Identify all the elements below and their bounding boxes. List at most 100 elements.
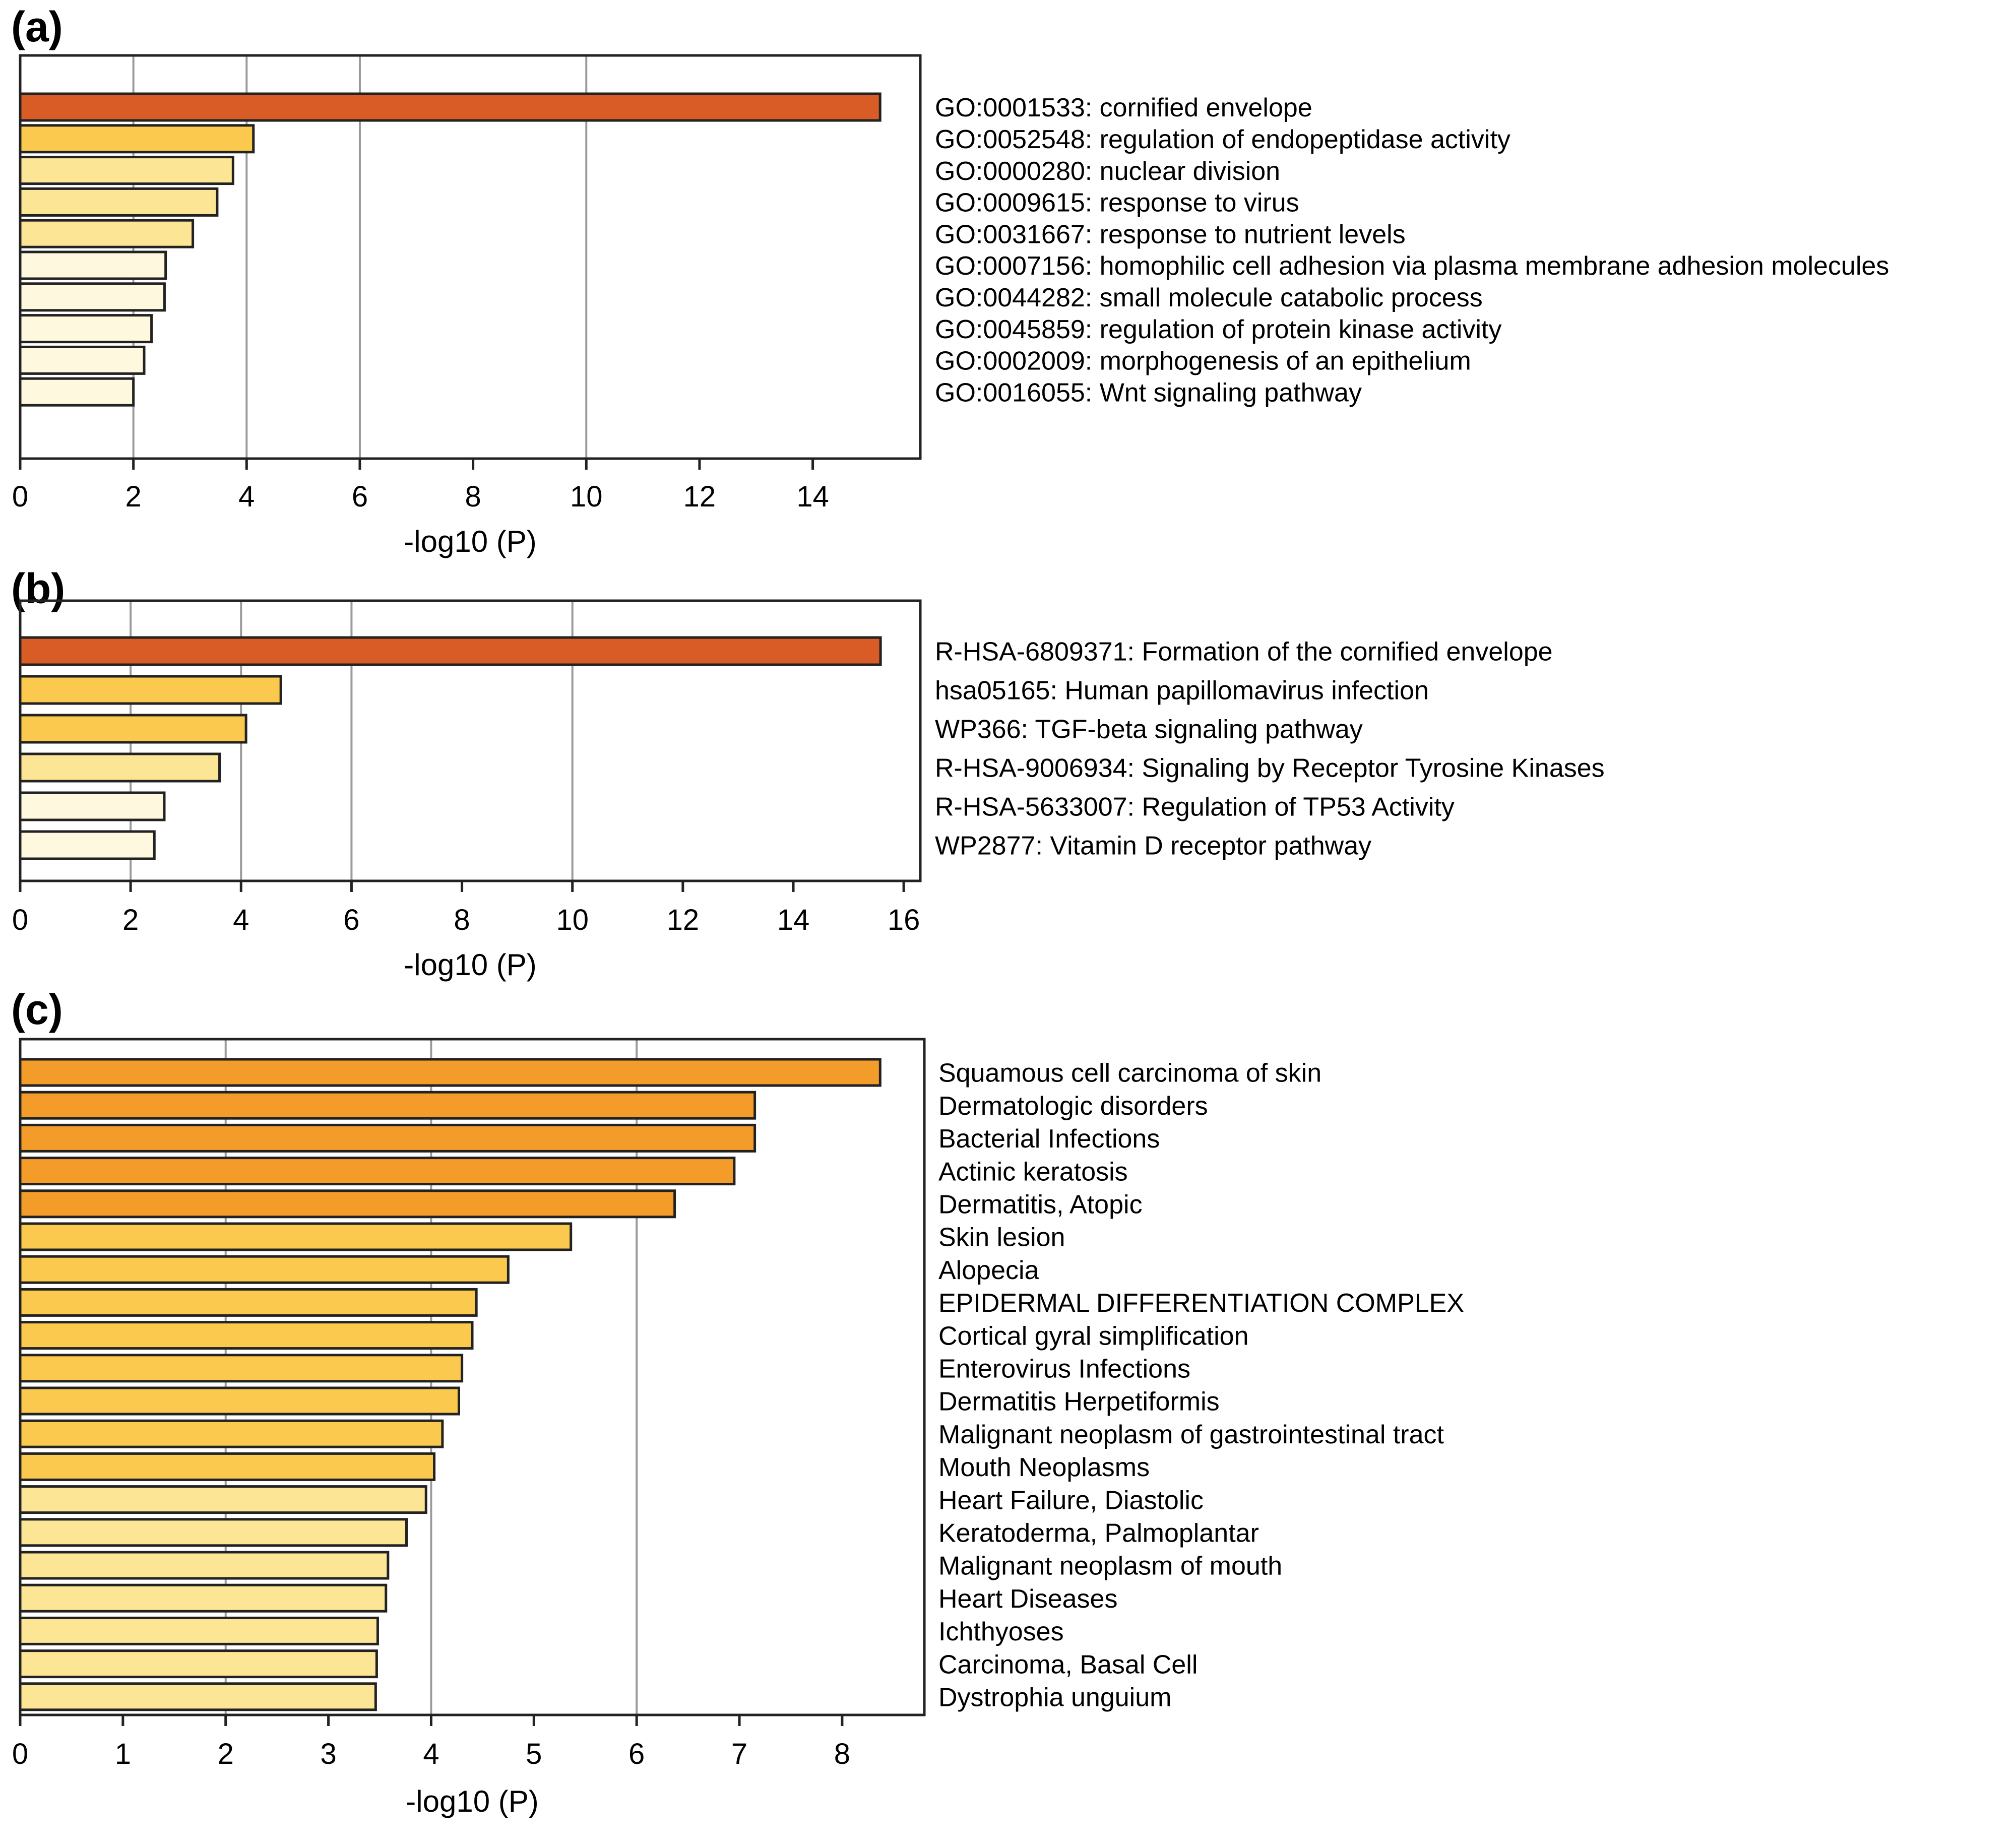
x-tick-label: 4: [238, 480, 255, 513]
x-tick-label: 6: [352, 480, 368, 513]
category-label: Malignant neoplasm of gastrointestinal t…: [938, 1420, 1444, 1449]
category-label: R-HSA-6809371: Formation of the cornifie…: [935, 638, 1553, 667]
x-tick-label: 14: [796, 480, 829, 513]
category-label: EPIDERMAL DIFFERENTIATION COMPLEX: [938, 1289, 1464, 1318]
x-axis-label: -log10 (P): [404, 948, 536, 982]
panel-label: (a): [11, 3, 63, 50]
x-tick-label: 2: [218, 1738, 234, 1770]
bar: [19, 1157, 736, 1186]
x-tick-label: 0: [12, 1738, 28, 1770]
x-tick-label: 1: [115, 1738, 131, 1770]
bar: [19, 1354, 464, 1383]
category-label: Ichthyoses: [938, 1617, 1064, 1646]
category-label: Dermatitis Herpetiformis: [938, 1387, 1220, 1417]
bar: [19, 1485, 427, 1514]
plot-frame: [19, 599, 922, 882]
category-label: Dermatitis, Atopic: [938, 1190, 1143, 1220]
bar: [19, 714, 247, 744]
category-label: GO:0009615: response to virus: [935, 188, 1299, 218]
x-tick-label: 16: [888, 904, 920, 936]
bar: [19, 1386, 460, 1416]
bar: [19, 675, 282, 705]
bar: [19, 1551, 390, 1580]
category-label: Bacterial Infections: [938, 1124, 1160, 1154]
bar: [19, 1419, 444, 1448]
x-axis-label: -log10 (P): [406, 1785, 538, 1818]
bar: [19, 314, 153, 344]
x-tick-label: 12: [683, 480, 716, 513]
bar: [19, 1091, 757, 1120]
bar: [19, 1649, 378, 1679]
bar: [19, 282, 166, 312]
x-tick-label: 4: [423, 1738, 439, 1770]
x-tick-label: 8: [465, 480, 481, 513]
x-tick-label: 14: [777, 904, 810, 936]
bar: [19, 1123, 757, 1153]
bar: [19, 219, 195, 248]
bar: [19, 1682, 377, 1711]
category-label: WP2877: Vitamin D receptor pathway: [935, 832, 1371, 861]
x-tick-label: 5: [526, 1738, 542, 1770]
panel-label: (c): [11, 986, 63, 1033]
category-label: GO:0045859: regulation of protein kinase…: [935, 315, 1501, 344]
category-label: Skin lesion: [938, 1223, 1065, 1252]
bar: [19, 1058, 881, 1087]
category-label: GO:0052548: regulation of endopeptidase …: [935, 125, 1510, 154]
bar: [19, 1321, 474, 1350]
bar: [19, 1583, 388, 1613]
x-axis-label: -log10 (P): [404, 525, 536, 558]
x-tick-label: 7: [731, 1738, 747, 1770]
x-tick-label: 6: [628, 1738, 645, 1770]
category-label: GO:0001533: cornified envelope: [935, 93, 1312, 122]
bar: [19, 187, 219, 217]
category-label: Dystrophia unguium: [938, 1683, 1171, 1712]
category-label: GO:0031667: response to nutrient levels: [935, 220, 1406, 249]
panel-a: (a) GO:0001533: cornified envelope GO:005…: [0, 0, 2016, 580]
category-label: Cortical gyral simplification: [938, 1321, 1249, 1351]
bar: [19, 1616, 379, 1645]
plot-frame: [19, 1038, 926, 1716]
category-label: Mouth Neoplasms: [938, 1453, 1150, 1482]
bar: [19, 1222, 573, 1251]
category-label: Enterovirus Infections: [938, 1355, 1190, 1384]
bar-chart-b: R-HSA-6809371: Formation of the cornifie…: [12, 599, 1605, 982]
x-tick-label: 4: [233, 904, 249, 936]
x-tick-label: 6: [343, 904, 359, 936]
bar: [19, 830, 156, 860]
category-label: Squamous cell carcinoma of skin: [938, 1059, 1321, 1088]
x-tick-label: 10: [556, 904, 589, 936]
category-label: R-HSA-9006934: Signaling by Receptor Tyr…: [935, 754, 1605, 783]
x-tick-label: 2: [125, 480, 142, 513]
category-label: R-HSA-5633007: Regulation of TP53 Activi…: [935, 793, 1455, 822]
category-label: GO:0000280: nuclear division: [935, 157, 1280, 186]
category-label: Actinic keratosis: [938, 1157, 1128, 1186]
x-tick-label: 3: [320, 1738, 336, 1770]
x-tick-label: 12: [667, 904, 700, 936]
category-label: WP366: TGF-beta signaling pathway: [935, 715, 1363, 744]
category-label: Keratoderma, Palmoplantar: [938, 1519, 1259, 1548]
category-label: GO:0016055: Wnt signaling pathway: [935, 378, 1362, 407]
x-tick-label: 0: [12, 480, 28, 513]
category-label: Malignant neoplasm of mouth: [938, 1552, 1282, 1581]
category-label: Carcinoma, Basal Cell: [938, 1650, 1198, 1679]
x-tick-label: 10: [570, 480, 603, 513]
bar: [19, 1288, 478, 1317]
panel-b: (b) R-HSA-6809371: Formation of the corn…: [11, 565, 1605, 982]
bar: [19, 377, 135, 407]
bar-chart-a: GO:0001533: cornified envelope GO:0052548…: [12, 54, 1889, 558]
bar: [19, 1189, 676, 1219]
x-tick-label: 2: [122, 904, 139, 936]
category-label: Dermatologic disorders: [938, 1092, 1208, 1121]
category-label: Heart Failure, Diastolic: [938, 1486, 1204, 1515]
bar: [19, 1518, 408, 1547]
bar: [19, 1255, 510, 1284]
category-label: Alopecia: [938, 1256, 1039, 1285]
x-tick-label: 0: [12, 904, 28, 936]
category-label: GO:0044282: small molecule catabolic pro…: [935, 283, 1483, 312]
category-label: Heart Diseases: [938, 1584, 1117, 1614]
category-label: hsa05165: Human papillomavirus infection: [935, 676, 1429, 706]
category-label: GO:0002009: morphogenesis of an epitheli…: [935, 347, 1471, 376]
bar: [19, 1452, 436, 1481]
x-tick-label: 8: [454, 904, 470, 936]
